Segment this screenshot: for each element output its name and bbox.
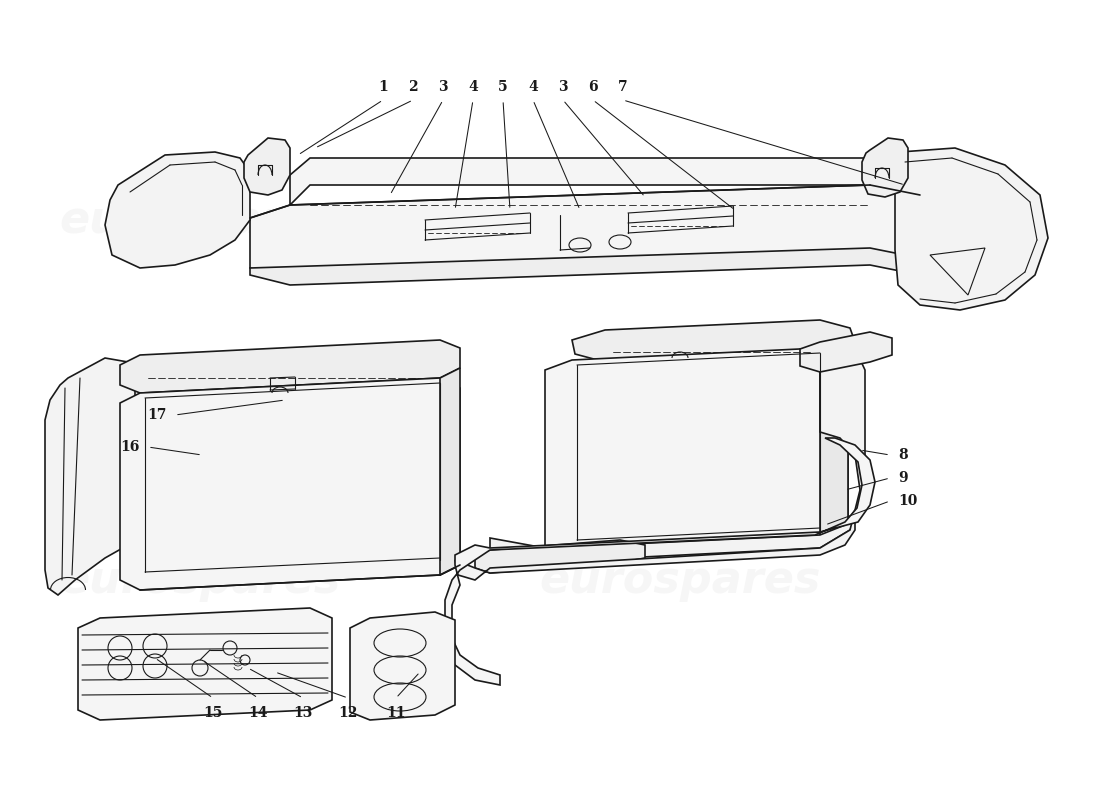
Text: 5: 5: [498, 80, 508, 94]
Text: eurospares: eurospares: [539, 198, 821, 242]
Polygon shape: [862, 138, 907, 197]
Polygon shape: [446, 438, 874, 685]
Polygon shape: [820, 338, 848, 545]
Text: 16: 16: [121, 440, 140, 454]
Text: 2: 2: [408, 80, 418, 94]
Polygon shape: [244, 138, 290, 195]
Text: 17: 17: [147, 408, 167, 422]
Text: 1: 1: [378, 80, 388, 94]
Polygon shape: [475, 540, 645, 573]
Text: 4: 4: [469, 80, 477, 94]
Polygon shape: [120, 378, 460, 590]
Polygon shape: [544, 348, 848, 557]
Polygon shape: [350, 612, 455, 720]
Text: 9: 9: [898, 471, 907, 485]
Text: eurospares: eurospares: [59, 558, 341, 602]
Polygon shape: [120, 340, 460, 393]
Polygon shape: [800, 332, 892, 372]
Text: 11: 11: [386, 706, 406, 720]
Polygon shape: [895, 148, 1048, 310]
Text: 10: 10: [898, 494, 917, 508]
Polygon shape: [490, 345, 865, 562]
Polygon shape: [290, 158, 920, 205]
Polygon shape: [45, 358, 135, 595]
Text: eurospares: eurospares: [59, 198, 341, 242]
Text: 12: 12: [339, 706, 358, 720]
Polygon shape: [250, 185, 920, 280]
Text: 3: 3: [558, 80, 568, 94]
Polygon shape: [440, 368, 460, 575]
Text: 4: 4: [528, 80, 538, 94]
Text: 6: 6: [588, 80, 597, 94]
Text: eurospares: eurospares: [539, 558, 821, 602]
Polygon shape: [572, 320, 855, 362]
Text: 8: 8: [898, 448, 907, 462]
Text: 15: 15: [204, 706, 222, 720]
Text: 13: 13: [294, 706, 312, 720]
Text: 14: 14: [249, 706, 267, 720]
Polygon shape: [250, 248, 920, 285]
Polygon shape: [78, 608, 332, 720]
Text: 3: 3: [438, 80, 448, 94]
Polygon shape: [104, 152, 250, 268]
Text: 7: 7: [618, 80, 628, 94]
Polygon shape: [455, 510, 855, 580]
